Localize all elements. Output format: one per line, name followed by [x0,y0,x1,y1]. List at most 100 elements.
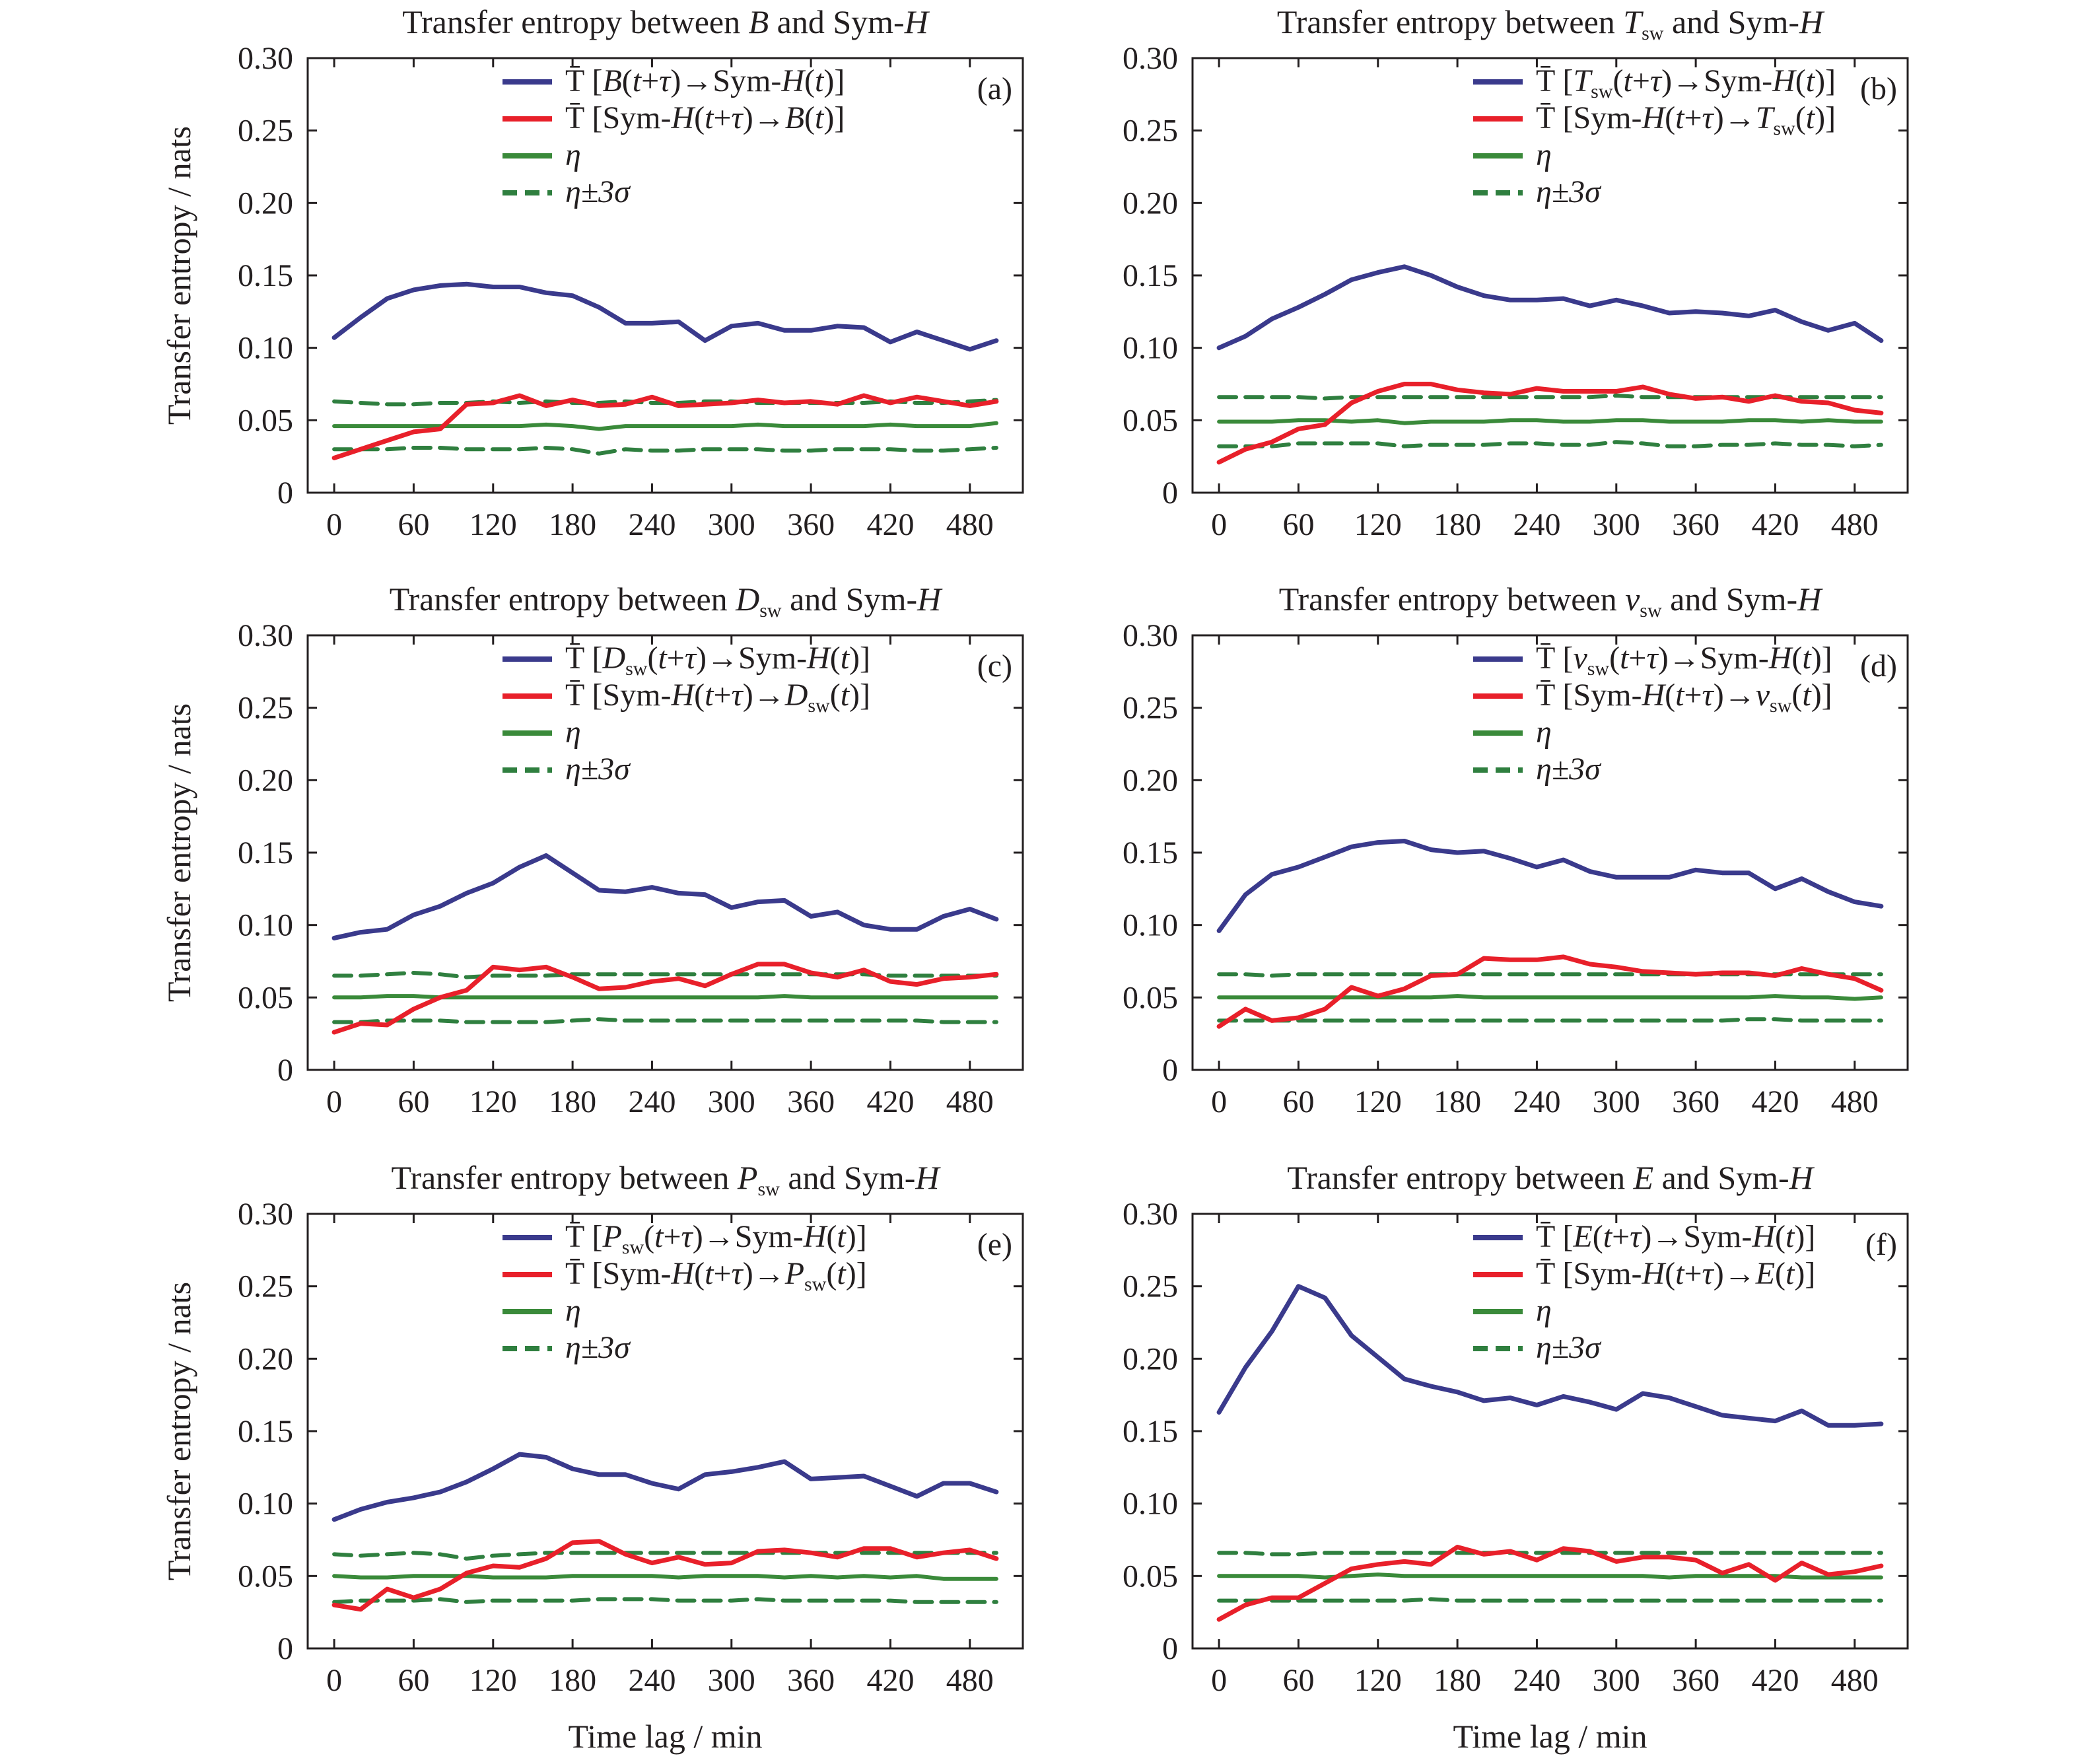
data-point-eta [809,995,813,999]
data-point-eta [491,1576,495,1579]
data-point-eta [465,424,469,428]
data-point-eta-upper [1482,395,1486,399]
legend-backward-label-part: H [670,1256,695,1291]
legend-forward-label-part: t [1623,63,1633,98]
data-point-forward [571,294,574,298]
data-point-eta-upper [1376,395,1380,399]
data-point-eta-lower [1508,1018,1512,1022]
data-point-backward [1429,382,1433,386]
data-point-eta-lower [1508,1599,1512,1603]
chart-panel-e: Transfer entropy between Psw and Sym-H00… [160,1159,1024,1755]
data-point-forward [1508,298,1512,302]
data-point-eta-upper [1747,1551,1751,1555]
data-point-backward [623,985,627,989]
data-point-eta-upper [1562,395,1566,399]
data-point-backward [1323,1007,1327,1011]
data-point-backward [1535,958,1539,962]
data-point-backward [1455,972,1459,976]
chart-title-part: Transfer entropy between [392,1159,738,1196]
data-point-eta [1296,1574,1300,1578]
legend-backward-label-part: )] [1794,1256,1815,1291]
x-tick-label: 480 [946,1084,994,1119]
data-point-backward [1773,394,1777,398]
data-point-eta-upper [677,1551,681,1555]
data-point-backward [888,979,892,983]
x-tick-label: 240 [628,1084,676,1119]
legend-forward-label-part: )] [1815,63,1836,98]
data-point-eta [1800,995,1804,999]
data-point-eta-lower [1562,443,1566,447]
chart-title-part: H [1797,581,1823,617]
data-point-backward [597,1539,601,1543]
data-point-backward [1403,382,1406,386]
legend-backward-label-part: ( [1665,678,1675,713]
data-point-eta-upper [915,401,919,405]
data-point-eta-upper [1826,395,1830,399]
x-tick-label: 300 [1593,1663,1640,1698]
data-point-eta-lower [438,1018,442,1022]
data-point-forward [703,1473,707,1477]
data-point-forward [571,871,574,875]
data-point-forward [994,1490,998,1494]
y-tick-label: 0.10 [238,331,293,366]
data-point-backward [756,1549,760,1553]
data-point-backward [1800,400,1804,404]
data-point-eta [1243,995,1247,999]
data-point-forward [968,1481,972,1485]
data-point-forward [438,283,442,287]
data-point-eta [332,995,336,999]
data-point-eta-lower [1853,1599,1857,1603]
data-point-eta-lower [1667,1599,1671,1603]
y-tick-label: 0 [1162,476,1178,511]
data-point-eta-upper [544,1551,548,1555]
data-point-forward [1217,346,1221,350]
data-point-eta-lower [968,447,972,451]
data-point-backward [1403,1559,1406,1563]
data-point-backward [782,1548,786,1552]
data-point-eta [1747,1574,1751,1578]
data-point-eta-upper [1641,395,1645,399]
legend-forward-label-part: )] [823,63,845,98]
legend-forward-label-part: )→Sym- [1641,1219,1752,1254]
data-point-eta-lower [518,1020,522,1024]
data-point-eta-upper [862,401,866,405]
data-point-backward [544,965,548,969]
data-point-eta [1588,995,1592,999]
x-tick-label: 0 [1211,1084,1227,1119]
chart-panel-f: Transfer entropy between E and Sym-H00.0… [1123,1159,1909,1755]
data-point-eta [411,994,415,998]
data-point-eta-lower [835,1018,839,1022]
data-point-eta [730,995,734,999]
data-point-forward [1535,298,1539,302]
data-point-eta-upper [650,1551,654,1555]
data-point-eta-upper [888,1551,892,1555]
data-point-forward [544,291,548,295]
data-point-backward [809,400,813,404]
data-point-eta-lower [1535,1018,1539,1022]
legend-eta-band-label: η±3σ [565,174,631,209]
series-line-backward [331,1539,999,1612]
data-point-eta-upper [1720,1551,1724,1555]
data-point-eta-lower [1535,1599,1539,1603]
data-point-eta-upper [1323,396,1327,400]
data-point-backward [332,1030,336,1034]
data-point-eta-upper [782,972,786,976]
x-tick-label: 120 [469,507,517,542]
data-point-backward [1270,440,1274,444]
data-point-backward [1747,971,1751,975]
data-point-backward [1826,1572,1830,1576]
data-point-forward [1773,308,1777,312]
data-point-eta-lower [1217,1018,1221,1022]
data-point-backward [1562,390,1566,393]
data-point-forward [1773,1419,1777,1423]
data-point-eta-upper [491,973,495,977]
data-point-eta-lower [623,447,627,451]
data-point-eta-lower [1323,441,1327,445]
data-point-forward [518,865,522,869]
data-point-eta [782,994,786,998]
legend-backward-label-part: H [1641,1256,1666,1291]
data-point-backward [1694,396,1698,400]
data-point-forward [835,1475,839,1479]
data-point-eta-lower [1270,444,1274,448]
data-point-backward [1588,962,1592,966]
